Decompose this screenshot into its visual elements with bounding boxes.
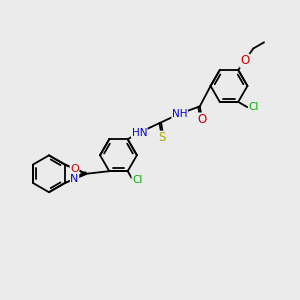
Text: Cl: Cl — [132, 175, 142, 185]
Text: HN: HN — [131, 128, 147, 138]
Text: NH: NH — [172, 109, 188, 119]
Text: O: O — [240, 54, 249, 67]
Text: S: S — [158, 131, 166, 144]
Text: Cl: Cl — [249, 102, 259, 112]
Text: N: N — [70, 174, 79, 184]
Text: O: O — [70, 164, 79, 174]
Text: O: O — [197, 113, 207, 126]
